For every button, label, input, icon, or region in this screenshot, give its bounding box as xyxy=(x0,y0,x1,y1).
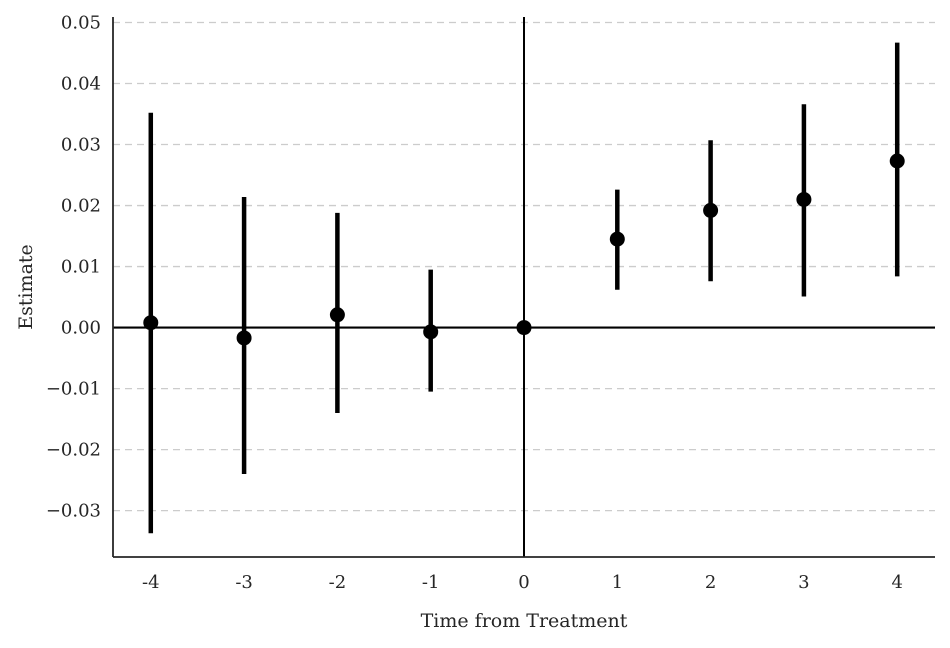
estimate-point xyxy=(703,202,719,218)
x-tick-label: -2 xyxy=(329,572,347,593)
x-tick-label: -3 xyxy=(235,572,253,593)
y-tick-label: 0.05 xyxy=(61,12,101,33)
y-tick-label: 0.03 xyxy=(61,135,101,156)
y-tick-label: 0.01 xyxy=(61,257,101,278)
y-axis-title: Estimate xyxy=(15,244,37,330)
y-tick-label: −0.02 xyxy=(46,440,101,461)
y-tick-label: −0.03 xyxy=(46,501,101,522)
estimate-point xyxy=(143,315,159,331)
estimate-point xyxy=(423,324,439,340)
x-tick-label: 0 xyxy=(518,572,529,593)
x-tick-label: -1 xyxy=(422,572,440,593)
x-axis-title: Time from Treatment xyxy=(420,610,628,632)
x-tick-label: 4 xyxy=(891,572,902,593)
estimate-point xyxy=(609,231,625,247)
estimate-point xyxy=(329,307,345,323)
estimate-point xyxy=(796,191,812,207)
estimate-point xyxy=(516,320,532,336)
estimate-point xyxy=(889,153,905,169)
x-tick-label: 2 xyxy=(705,572,716,593)
x-tick-label: 3 xyxy=(798,572,809,593)
x-tick-label: -4 xyxy=(142,572,160,593)
y-tick-label: 0.02 xyxy=(61,196,101,217)
y-tick-label: 0.00 xyxy=(61,318,101,339)
estimate-point xyxy=(236,330,252,346)
y-tick-label: 0.04 xyxy=(61,74,101,95)
x-tick-label: 1 xyxy=(612,572,623,593)
y-tick-label: −0.01 xyxy=(46,379,101,400)
